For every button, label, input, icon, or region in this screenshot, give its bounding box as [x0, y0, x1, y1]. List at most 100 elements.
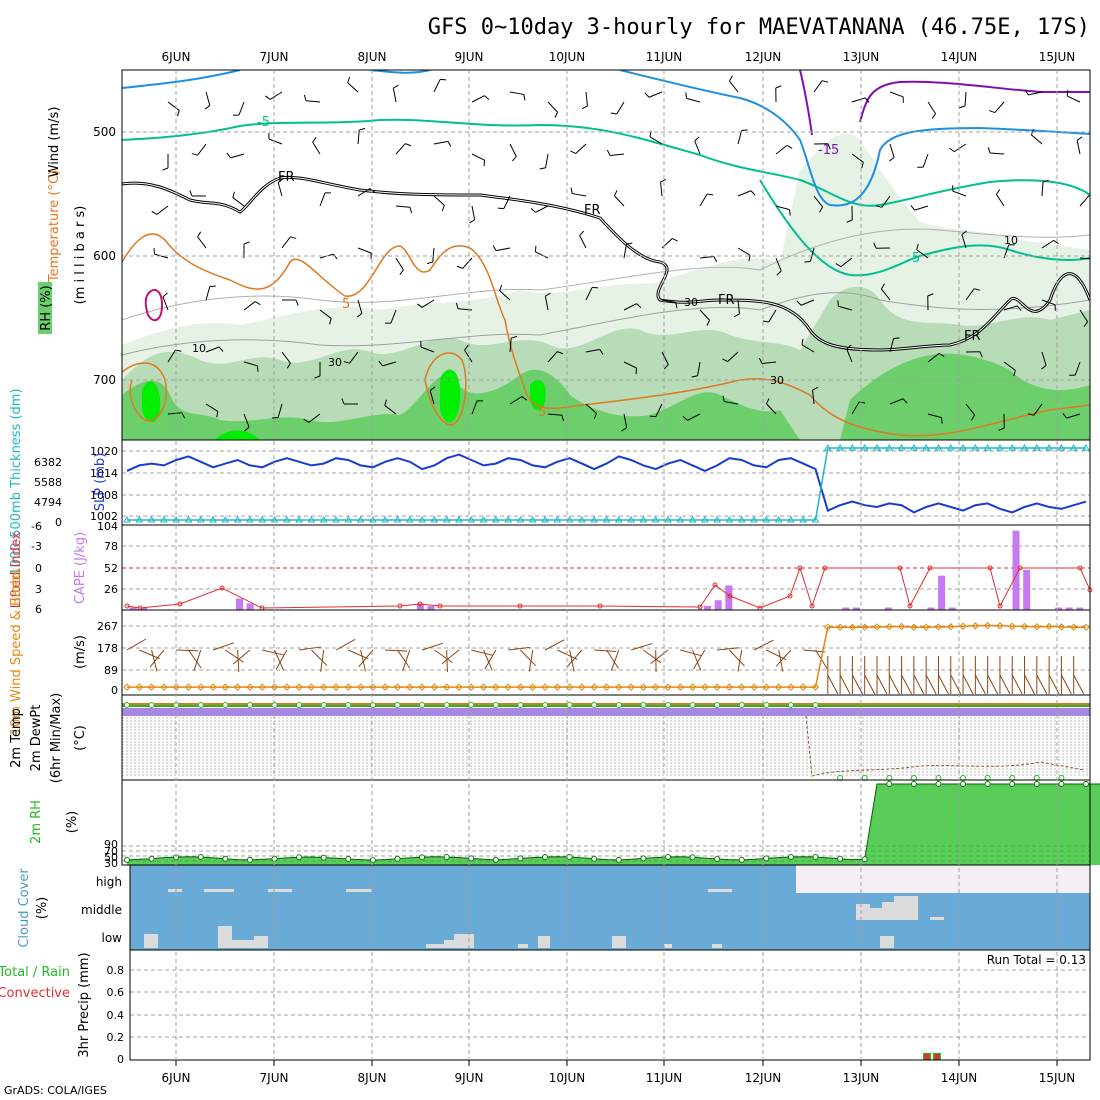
wind-barb-feather — [859, 401, 866, 404]
wind-barb — [496, 247, 511, 252]
temp-marker — [714, 702, 721, 708]
lifted-index-marker — [517, 603, 523, 609]
thickness-marker — [1057, 444, 1066, 451]
wind-barb-feather — [691, 375, 698, 378]
wind-barb — [357, 130, 360, 145]
wind10-speed-marker — [344, 683, 353, 691]
wind10-speed-marker — [738, 683, 746, 691]
ylabel-slp: SLP (mb) — [93, 453, 108, 512]
ylabel-temp-unit: (°C) — [73, 725, 88, 751]
wind-barb — [809, 247, 815, 262]
rh2m-marker — [320, 854, 327, 861]
temp-marker — [271, 702, 278, 708]
wind10-speed-marker — [713, 683, 721, 691]
cloud-gap — [346, 889, 372, 892]
wind-barb-feather — [864, 97, 870, 103]
wind10-speed-marker — [184, 683, 193, 691]
wind-barb-feather — [835, 263, 842, 268]
wind-barb — [1041, 239, 1055, 249]
wind-barb-feather — [405, 143, 412, 147]
wind-barb-feather — [766, 398, 770, 404]
wind10-barb — [188, 649, 202, 669]
ylabel-convective: Convective — [0, 986, 70, 1001]
wind-barb — [800, 299, 815, 306]
ylabel-rh2m: 2m RH — [29, 800, 44, 844]
cape-tick-104: 104 — [97, 520, 118, 533]
rh2m-marker — [861, 856, 868, 863]
wind-barb — [623, 303, 637, 311]
rh2m-marker — [591, 855, 598, 862]
wind-barb-feather — [988, 110, 995, 114]
wind-barb-feather — [979, 351, 983, 358]
lifted-index-marker — [177, 601, 183, 607]
wind10-barb — [385, 649, 408, 652]
wind10-speed-marker — [824, 623, 832, 631]
wind-barb-feather — [998, 427, 1005, 431]
wind10-barb — [471, 649, 493, 656]
cape-bar — [1012, 530, 1020, 610]
wind-barb-feather — [226, 152, 231, 159]
wind-barb — [610, 153, 625, 156]
wind-barb — [243, 413, 250, 428]
wind-barb — [230, 153, 245, 159]
thickness-marker — [270, 516, 279, 523]
wind10-barb — [275, 649, 288, 670]
ylabel-wind10: 10m Wind Speed & Barbs — [9, 569, 24, 736]
wind10-speed-marker — [135, 683, 144, 691]
li-tick-neg6: -6 — [31, 520, 42, 533]
ylabel-rh2m-unit: (%) — [65, 811, 80, 834]
wind-barb — [432, 247, 435, 262]
wind10-speed-marker — [860, 623, 869, 631]
wind10-barb — [225, 649, 244, 663]
wind-barb-feather — [447, 141, 452, 147]
wind-barb — [649, 136, 663, 145]
rh2m-tick-30: 30 — [104, 857, 118, 870]
ylabel-thickness: 1000-500mb Thickness (dm) — [9, 388, 24, 575]
temp-marker — [640, 702, 647, 708]
rh2m-marker — [1033, 781, 1040, 787]
wind-barb — [614, 195, 625, 207]
wind10-speed-marker — [996, 622, 1004, 630]
temp-marker — [468, 702, 475, 708]
wind-barb — [382, 361, 397, 367]
wind10-speed-marker — [1033, 623, 1041, 631]
wind-barb — [471, 205, 476, 220]
wind-barb-feather — [987, 147, 991, 154]
lifted-index-marker — [907, 603, 913, 609]
upper-wind-barbs — [151, 75, 1090, 432]
ylabel-cloud: Cloud Cover — [17, 868, 32, 948]
wind10-barb — [151, 649, 158, 672]
wind-barb-feather — [707, 193, 714, 196]
wind-barb-feather — [290, 236, 297, 239]
wind-barb-feather — [827, 143, 831, 150]
slp-tick-1002: 1002 — [90, 510, 118, 523]
wind10-barb — [262, 649, 284, 656]
wind-barb — [801, 344, 815, 353]
wind-barb-feather — [511, 335, 518, 339]
wind-barb — [585, 403, 597, 414]
wind-contour-pink — [144, 289, 164, 322]
label-10a: 10 — [192, 342, 206, 355]
wind10-speed-marker — [1008, 622, 1016, 630]
day-label-bottom: 7JUN — [260, 1071, 289, 1085]
temp-marker — [812, 702, 819, 708]
cloud-gap — [708, 889, 732, 892]
wind-barb-feather — [861, 162, 864, 169]
rh-green-region — [122, 353, 1090, 440]
rh2m-marker — [394, 855, 401, 862]
wind-barb-feather — [846, 344, 852, 350]
wind-barb-feather — [181, 412, 186, 419]
wind-barb-feather — [314, 375, 321, 379]
wind-barb-feather — [837, 300, 839, 307]
wind10-barb-feather — [913, 674, 925, 695]
wind-barb — [429, 390, 435, 405]
wind-barb — [503, 195, 511, 209]
rh2m-marker — [124, 856, 130, 863]
thickness-marker — [627, 516, 635, 523]
wind10-speed-marker — [1070, 623, 1078, 631]
wind-barb-feather — [545, 292, 551, 297]
wind10-barb — [421, 642, 444, 651]
wind-barb-feather — [511, 156, 517, 162]
wind10-barb — [402, 649, 411, 671]
thickness-marker — [258, 516, 267, 523]
